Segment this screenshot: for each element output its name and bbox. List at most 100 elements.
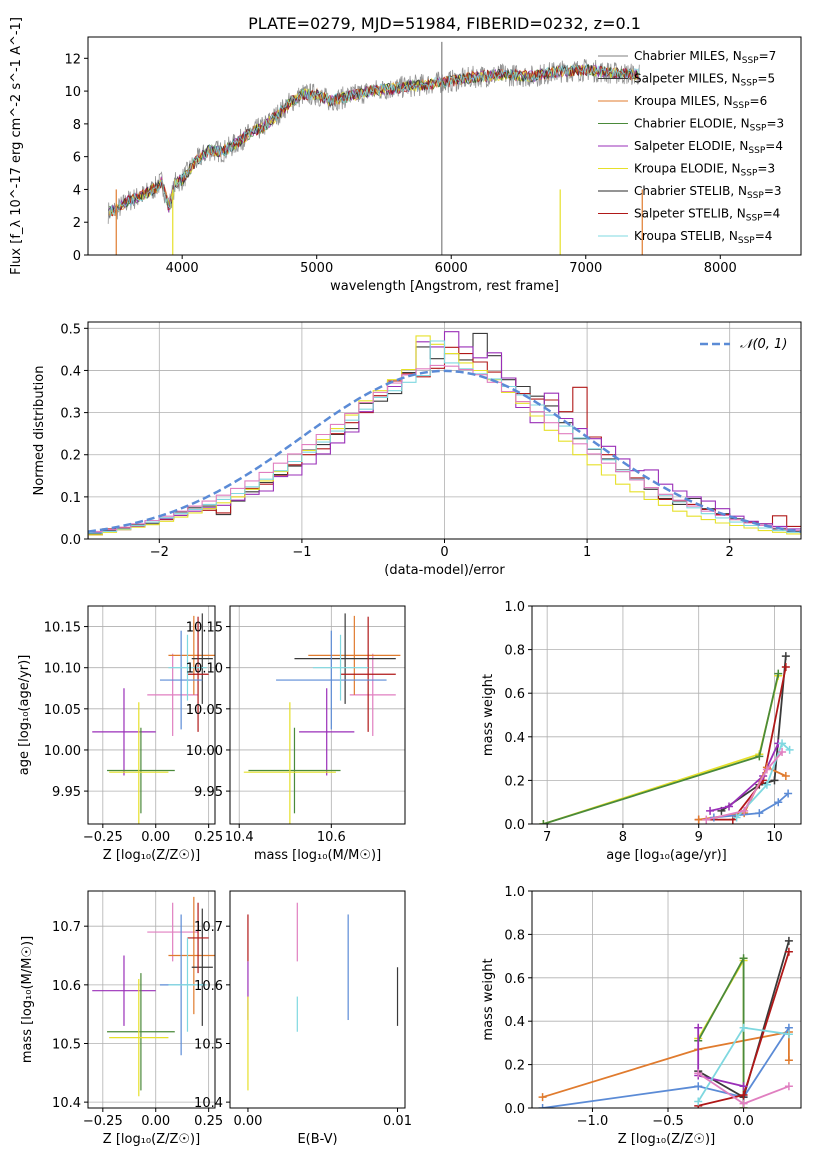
- y-tick-label: 0.5: [60, 322, 81, 337]
- plus-marker: [694, 1023, 703, 1032]
- x-tick-label: 8000: [704, 261, 737, 276]
- legend-label: Chabrier STELIB, NSSP=3: [634, 184, 782, 201]
- legend-count: =4: [763, 207, 781, 221]
- plus-marker: [740, 806, 749, 815]
- y-tick-label: 10.7: [194, 920, 223, 935]
- x-tick-label: 10.6: [317, 830, 346, 845]
- legend-subscript: SSP: [742, 56, 759, 66]
- y-tick-label: 9.95: [194, 785, 223, 800]
- mass-weight-line: [735, 741, 791, 819]
- y-tick-label: 1.0: [504, 885, 525, 900]
- y-tick-label: 10.7: [52, 920, 81, 935]
- y-tick-label: 10.00: [44, 744, 81, 759]
- x-tick-label: −2: [150, 545, 169, 560]
- y-tick-label: 0.4: [504, 731, 525, 746]
- plus-marker: [781, 652, 790, 661]
- legend-count: =6: [750, 94, 768, 108]
- legend-label: Kroupa STELIB, NSSP=4: [634, 229, 772, 246]
- y-tick-label: 0.0: [60, 533, 81, 548]
- plot-area: [88, 331, 801, 539]
- plus-marker: [694, 1097, 703, 1106]
- axes-7: 0.00 0.01 10.4 10.5 10.6 10.7 E(B-V): [194, 890, 412, 1147]
- plus-marker: [784, 936, 793, 945]
- x-tick-label: 5000: [300, 261, 333, 276]
- x-tick-label: 0.00: [233, 1114, 262, 1129]
- legend-count: =4: [755, 229, 773, 243]
- legend-subscript: SSP: [738, 236, 755, 246]
- plus-marker: [785, 745, 794, 754]
- y-tick-label: 10.5: [194, 1037, 223, 1052]
- legend-label: Kroupa MILES, NSSP=6: [634, 94, 767, 111]
- x-tick-label: 7: [543, 830, 551, 845]
- chart-title: PLATE=0279, MJD=51984, FIBERID=0232, z=0…: [248, 14, 641, 33]
- plot-area: [538, 936, 793, 1108]
- y-axis-label: Normed distribution: [32, 366, 47, 496]
- y-tick-label: 0: [73, 249, 81, 264]
- plot-area: [107, 41, 643, 255]
- y-axis-label: age [log₁₀(age/yr)]: [17, 655, 32, 776]
- plus-marker: [755, 809, 764, 818]
- legend-count: =3: [766, 117, 784, 131]
- legend-subscript: SSP: [748, 146, 765, 156]
- y-tick-label: 10.10: [186, 662, 223, 677]
- y-tick-label: 0.3: [60, 407, 81, 422]
- y-tick-label: 0.2: [504, 1059, 525, 1074]
- y-tick-label: 10.05: [186, 703, 223, 718]
- plus-marker: [778, 748, 787, 757]
- x-tick-label: −1.0: [577, 1114, 609, 1129]
- plus-marker: [774, 798, 783, 807]
- legend-count: =3: [757, 162, 775, 176]
- plus-marker: [784, 1030, 793, 1039]
- plus-marker: [762, 780, 771, 789]
- y-tick-label: 2: [73, 216, 81, 231]
- mass-weight-line: [543, 675, 780, 824]
- plus-marker: [538, 1093, 547, 1102]
- y-axis-label: Flux [f_λ 10^-17 erg cm^-2 s^-1 A^-1]: [9, 17, 24, 275]
- axes-frame: [229, 605, 406, 825]
- legend-subscript: SSP: [746, 214, 763, 224]
- x-axis-label: Z [log₁₀(Z/Z☉)]: [103, 1132, 200, 1147]
- legend-label: Chabrier ELODIE, NSSP=3: [634, 117, 784, 134]
- x-tick-label: −1: [292, 545, 311, 560]
- plus-marker: [781, 663, 790, 672]
- x-tick-label: −0.25: [83, 830, 123, 845]
- x-tick-label: −0.5: [652, 1114, 684, 1129]
- x-tick-label: 4000: [166, 261, 199, 276]
- y-tick-label: 10.15: [44, 621, 81, 636]
- y-axis-label: mass weight: [481, 674, 496, 756]
- y-tick-label: 10.6: [194, 979, 223, 994]
- axes-3: −0.25 0.00 0.25 9.95 10.00 10.05 10.10 10.15 Z […: [17, 605, 223, 863]
- x-axis-label: Z [log₁₀(Z/Z☉)]: [103, 848, 200, 863]
- legend-count: =3: [764, 184, 782, 198]
- plot-area: [92, 896, 215, 1097]
- x-tick-label: 0.0: [733, 1114, 754, 1129]
- x-tick-label: 0.25: [194, 1114, 223, 1129]
- y-tick-label: 0.2: [504, 774, 525, 789]
- x-tick-label: 2: [726, 545, 734, 560]
- axes-frame: [87, 890, 216, 1109]
- axes-4: 10.4 10.6 9.95 10.00 10.05 10.10 10.15 mass [lo…: [186, 605, 406, 863]
- x-tick-label: 0.25: [194, 830, 223, 845]
- y-tick-label: 10.00: [186, 744, 223, 759]
- y-tick-label: 0.8: [504, 644, 525, 659]
- plus-marker: [784, 1056, 793, 1065]
- plot-area: [243, 613, 401, 824]
- histogram-series: [88, 364, 801, 539]
- plot-area: [247, 902, 399, 1091]
- mass-weight-line: [706, 751, 783, 821]
- plot-area: [92, 613, 215, 824]
- y-tick-label: 0.6: [504, 972, 525, 987]
- axes-6: −0.25 0.00 0.25 10.4 10.5 10.6 10.7 Z [log₁₀(Z/…: [20, 890, 223, 1147]
- y-tick-label: 10.10: [44, 662, 81, 677]
- x-axis-label: wavelength [Angstrom, rest frame]: [330, 279, 559, 294]
- y-tick-label: 12: [64, 52, 81, 67]
- y-tick-label: 0.6: [504, 687, 525, 702]
- legend-label: Salpeter STELIB, NSSP=4: [634, 207, 780, 224]
- normal-curve: [88, 369, 801, 533]
- plus-marker: [781, 772, 790, 781]
- legend-subscript: SSP: [741, 169, 758, 179]
- plus-marker: [762, 765, 771, 774]
- plus-marker: [539, 820, 548, 824]
- y-tick-label: 0.8: [504, 928, 525, 943]
- x-tick-label: 8: [619, 830, 627, 845]
